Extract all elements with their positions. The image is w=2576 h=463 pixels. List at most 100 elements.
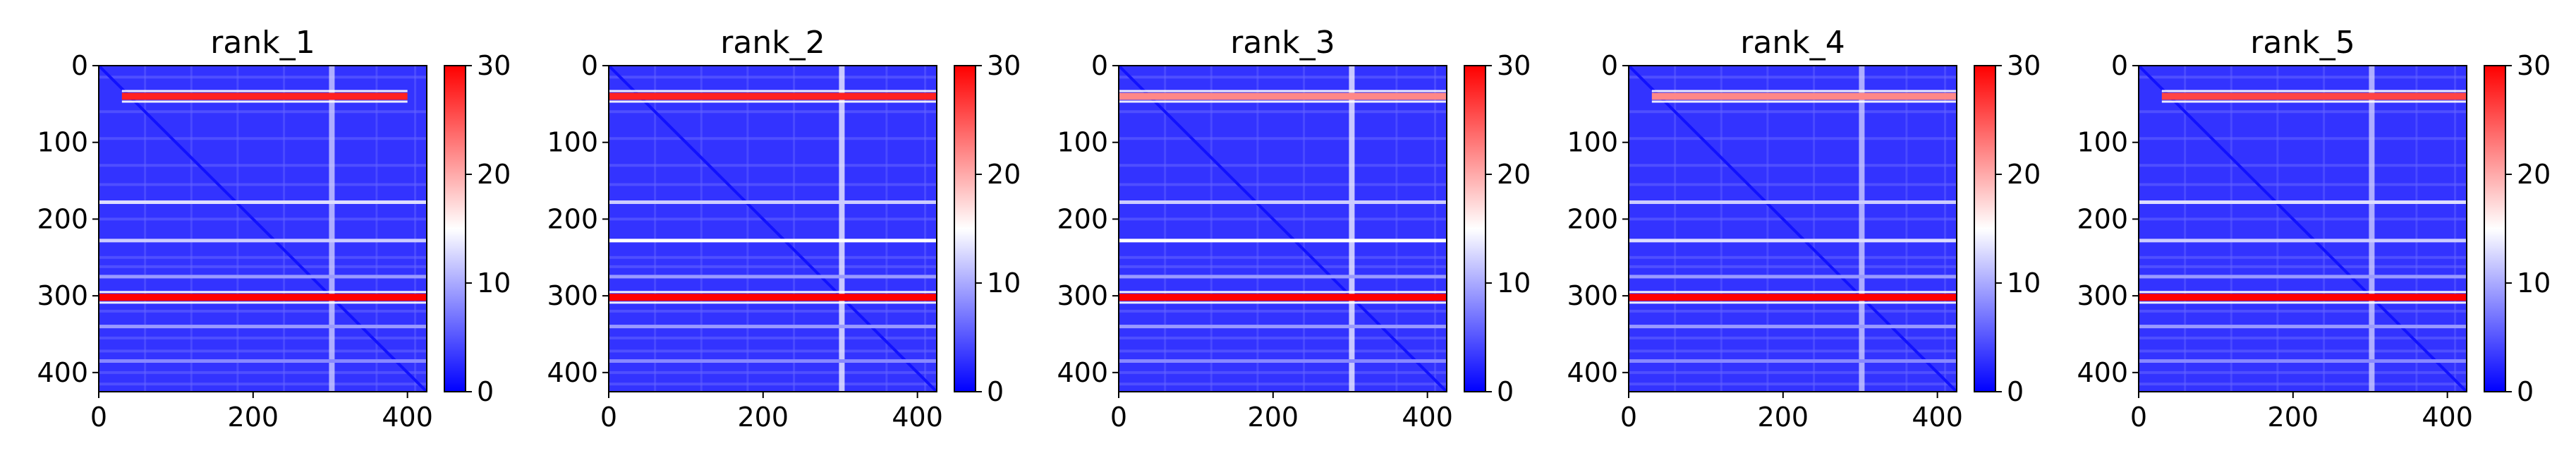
heatmap-row-halo (1119, 100, 1447, 103)
colorbar-tick-label: 30 (477, 50, 511, 81)
heatmap-texture-row (2139, 349, 2467, 353)
x-tick-label: 200 (1758, 402, 1809, 433)
heatmap-texture-row (2139, 383, 2467, 386)
heatmap-bright-row (2139, 325, 2467, 329)
heatmap-bright-row (2139, 359, 2467, 363)
heatmap-texture-row (99, 383, 427, 386)
heatmap-bright-row (1119, 359, 1447, 363)
heatmap-bright-row (609, 92, 937, 100)
heatmap-texture-row (2139, 164, 2467, 167)
y-tick-label: 0 (2111, 50, 2128, 81)
colorbar (1464, 65, 1486, 392)
y-tick-label: 100 (37, 127, 88, 158)
y-tick-label: 200 (2077, 203, 2128, 234)
heatmap-texture-row (1119, 309, 1447, 313)
heatmap-texture-col (1256, 66, 1259, 392)
colorbar-tick-label: 30 (1497, 50, 1531, 81)
heatmap-texture-row (2139, 76, 2467, 79)
chart-title: rank_2 (720, 25, 825, 61)
y-tick-label: 100 (1057, 127, 1108, 158)
heatmap-texture-row (609, 110, 937, 114)
heatmap-texture-row (99, 110, 427, 114)
heatmap-texture-col (700, 66, 703, 392)
heatmap-texture-row (609, 164, 937, 167)
heatmap-texture-col (144, 66, 147, 392)
heatmap-row-halo (1119, 90, 1447, 92)
heatmap-texture-row (1119, 265, 1447, 268)
heatmap-texture-row (1629, 110, 1957, 114)
colorbar-tick-label: 10 (477, 267, 511, 299)
heatmap-texture-col (1905, 66, 1908, 392)
heatmap-row-halo (1651, 100, 1957, 103)
heatmap-texture-col (1674, 66, 1677, 392)
y-tick-label: 100 (547, 127, 598, 158)
heatmap-texture-row (1119, 255, 1447, 259)
heatmap-bright-row (1629, 275, 1957, 279)
heatmap-texture-row (99, 217, 427, 221)
heatmap-texture-col (375, 66, 378, 392)
heatmap-bright-row (2139, 239, 2467, 243)
heatmap-texture-col (1395, 66, 1398, 392)
x-tick-label: 400 (2422, 402, 2473, 433)
x-tick-label: 200 (228, 402, 279, 433)
heatmap-diagonal (1119, 66, 1447, 392)
colorbar-tick-label: 20 (2517, 159, 2551, 190)
chart-title: rank_1 (210, 25, 315, 61)
heatmap-texture-row (1629, 137, 1957, 140)
heatmap-texture-row (1629, 309, 1957, 313)
y-tick-label: 400 (2077, 357, 2128, 388)
heatmap-bright-row (1119, 92, 1447, 100)
heatmap-bright-row (99, 294, 427, 301)
x-tick-label: 200 (2268, 402, 2319, 433)
colorbar-tick-label: 0 (2007, 376, 2024, 407)
heatmap-texture-row (1629, 336, 1957, 339)
colorbar-tick-label: 0 (2517, 376, 2534, 407)
heatmap-texture-row (2139, 265, 2467, 268)
heatmap-bright-row (2139, 275, 2467, 279)
colorbar-tick-label: 0 (987, 376, 1004, 407)
heatmap-texture-row (609, 183, 937, 186)
colorbar (2484, 65, 2506, 392)
heatmap-texture-row (99, 164, 427, 167)
y-tick-label: 200 (547, 203, 598, 234)
heatmap-diagonal (99, 66, 427, 392)
heatmap-bright-row (2139, 200, 2467, 204)
heatmap-texture-row (2139, 255, 2467, 259)
x-tick-label: 400 (382, 402, 433, 433)
heatmap-texture-col (2230, 66, 2232, 392)
heatmap-bright-row (609, 275, 937, 279)
heatmap-texture-row (1119, 76, 1447, 79)
y-tick-label: 300 (37, 280, 88, 311)
heatmap-row-halo (609, 90, 937, 92)
heatmap-texture-row (99, 183, 427, 186)
x-tick-label: 0 (2130, 402, 2147, 433)
heatmap-bright-column (329, 66, 335, 392)
heatmap-bright-row (1629, 239, 1957, 243)
heatmap-bright-row (1119, 294, 1447, 301)
heatmap-texture-col (2184, 66, 2187, 392)
heatmap-bright-row (99, 200, 427, 204)
heatmap-texture-row (99, 349, 427, 353)
heatmap-diagonal (1629, 66, 1957, 392)
colorbar-tick-label: 30 (2517, 50, 2551, 81)
heatmap-texture-row (1629, 164, 1957, 167)
heatmap-texture-row (1629, 255, 1957, 259)
heatmap-texture-row (99, 76, 427, 79)
heatmap-bright-column (839, 66, 845, 392)
heatmap-bright-row (1629, 294, 1957, 301)
colorbar-tick-label: 20 (1497, 159, 1531, 190)
colorbar-tick-label: 10 (1497, 267, 1531, 299)
y-tick-label: 200 (1057, 203, 1108, 234)
colorbar (954, 65, 976, 392)
heatmap-row-halo (1651, 90, 1957, 92)
heatmap-bright-column (2369, 66, 2375, 392)
heatmap-texture-row (2139, 183, 2467, 186)
x-tick-label: 0 (600, 402, 617, 433)
heatmap-texture-row (99, 371, 427, 374)
heatmap-bright-row (2161, 92, 2467, 100)
heatmap-texture-row (99, 309, 427, 313)
heatmap-texture-row (2139, 217, 2467, 221)
x-tick-label: 0 (1110, 402, 1127, 433)
